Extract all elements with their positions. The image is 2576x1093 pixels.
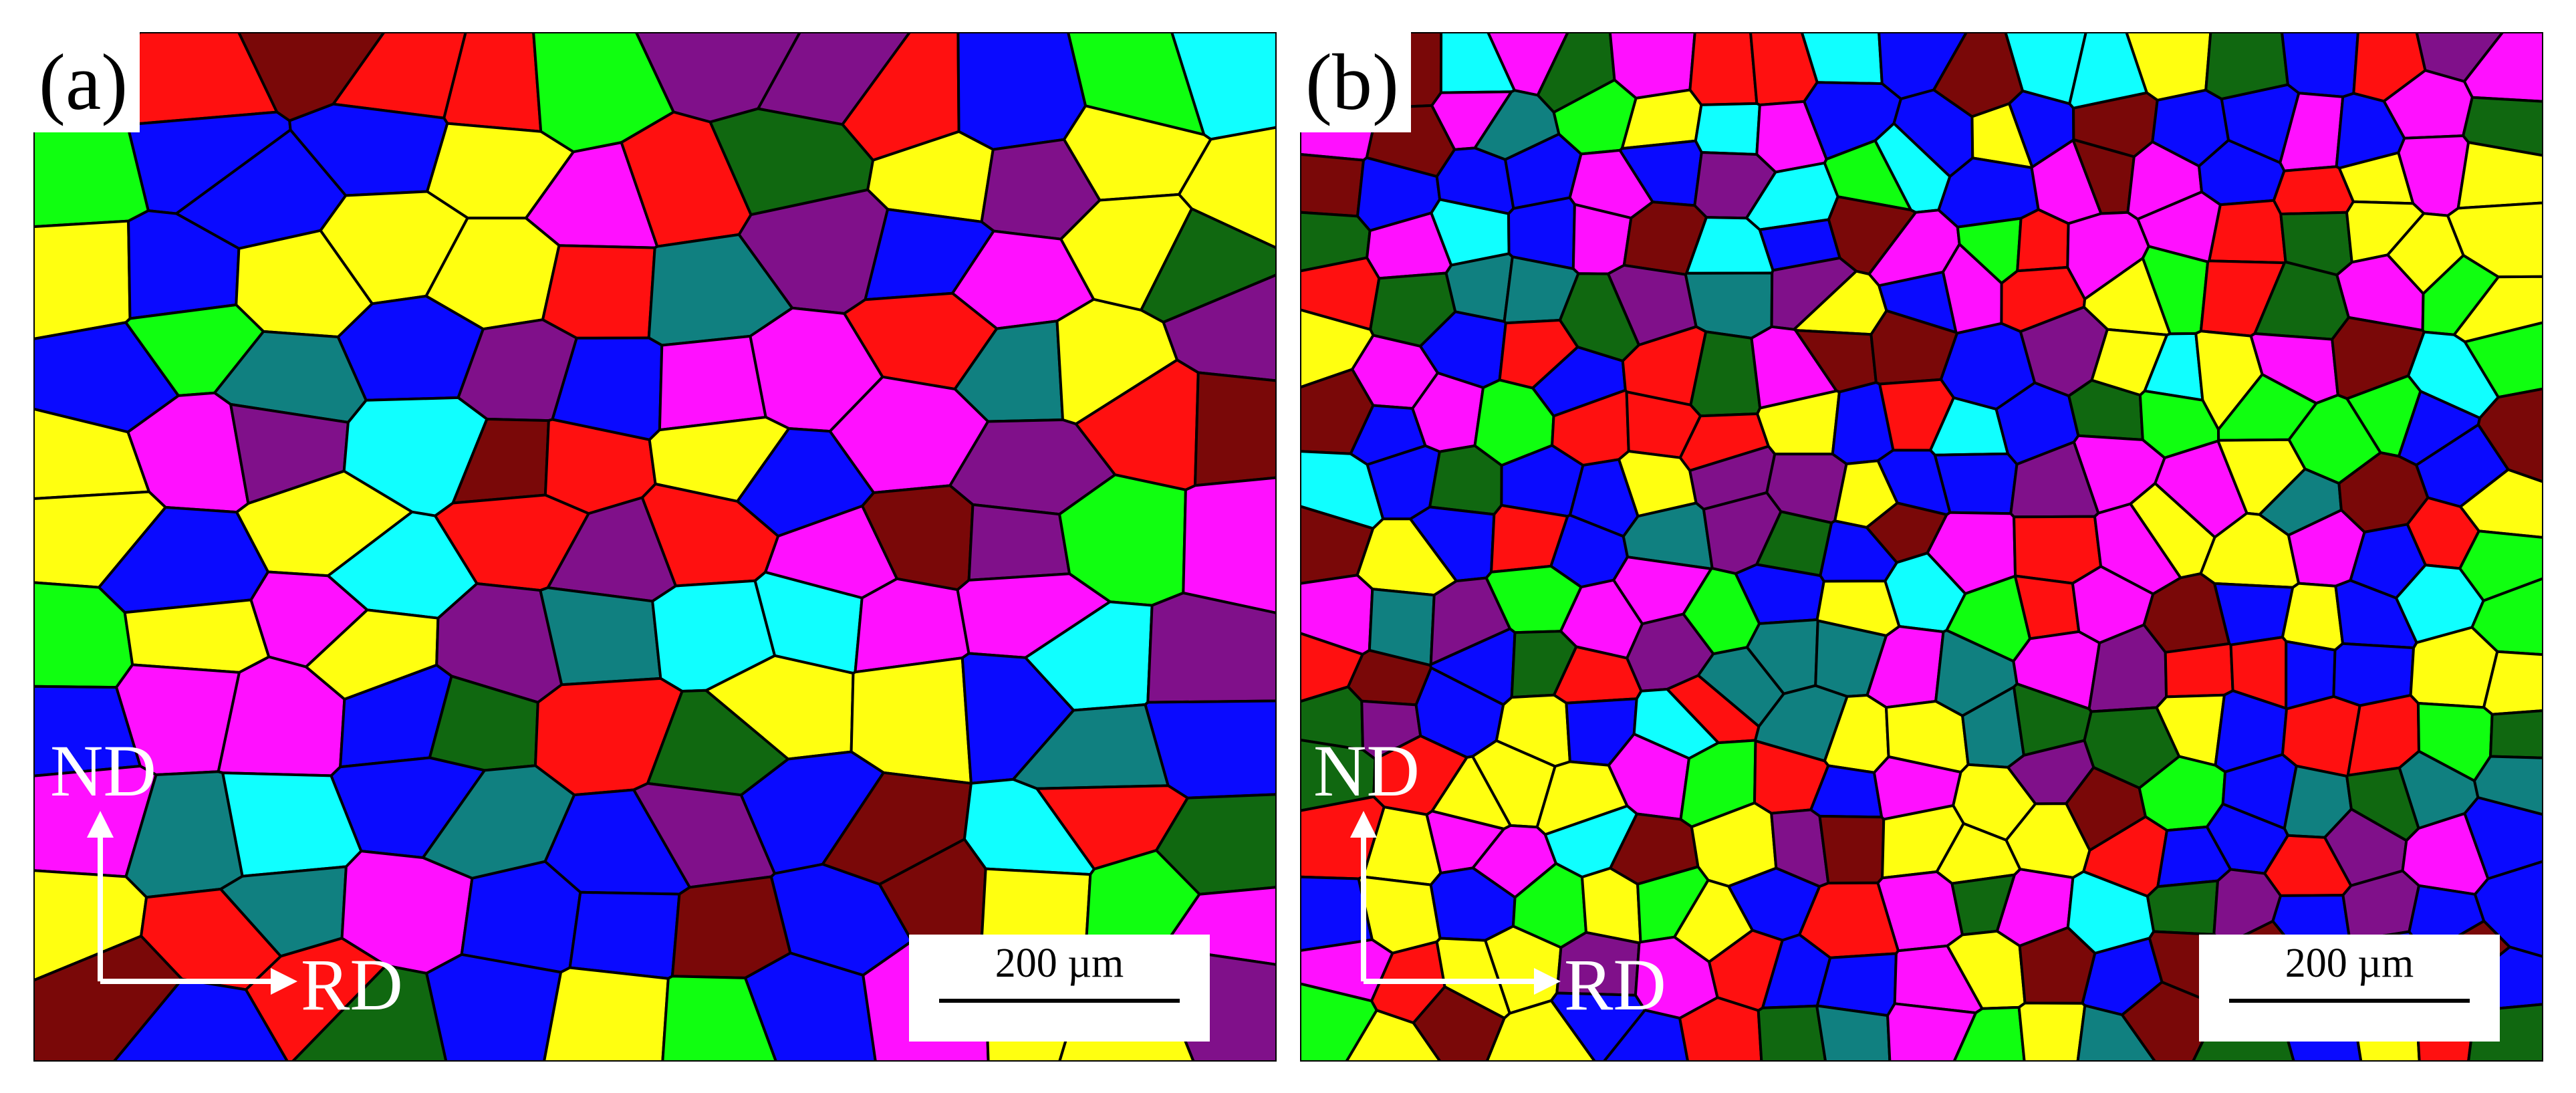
scale-bar-line-a xyxy=(939,999,1180,1003)
nd-arrowhead-b xyxy=(1350,811,1377,838)
grain xyxy=(1146,592,1277,704)
axes-arrows-b xyxy=(1350,811,1561,995)
panel-label-b: (b) xyxy=(1300,32,1411,132)
rd-label-b: RD xyxy=(1564,944,1666,1025)
nd-label-b: ND xyxy=(1313,730,1420,812)
grain xyxy=(2463,796,2543,880)
rd-arrowhead-b xyxy=(1534,968,1561,995)
scale-bar-text-b: 200 µm xyxy=(2285,941,2414,986)
nd-label-a: ND xyxy=(50,730,156,812)
ebsd-map-a: (a) ND RD 200 µm xyxy=(33,32,1277,1062)
nd-arrowhead-a xyxy=(87,811,114,838)
panel-label-a: (a) xyxy=(33,32,140,132)
scale-bar-text-a: 200 µm xyxy=(995,941,1124,986)
grain-map-a xyxy=(33,32,1277,1062)
rd-arrowhead-a xyxy=(271,968,297,995)
grain xyxy=(1182,476,1277,614)
ebsd-map-b: (b) ND RD 200 µm xyxy=(1300,32,2543,1062)
scale-bar-b: 200 µm xyxy=(2199,935,2500,1042)
scale-bar-line-b xyxy=(2229,999,2470,1003)
scale-bar-a: 200 µm xyxy=(909,935,1210,1042)
axes-arrows-a xyxy=(87,811,297,995)
rd-label-a: RD xyxy=(301,944,403,1025)
